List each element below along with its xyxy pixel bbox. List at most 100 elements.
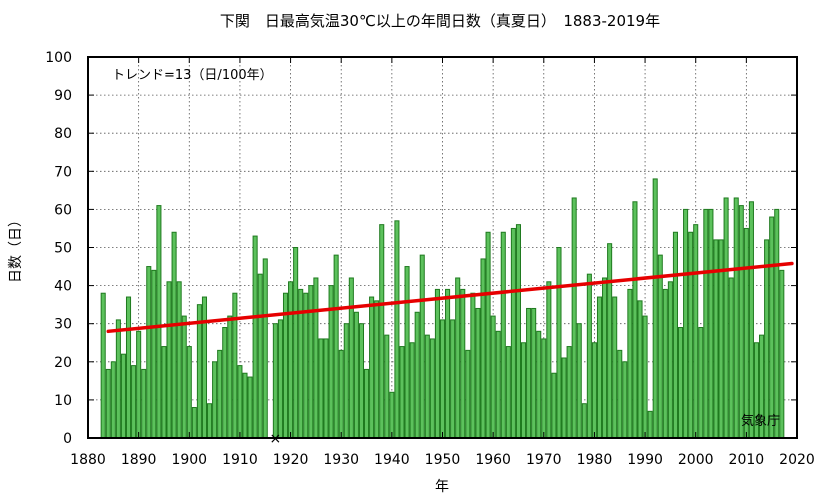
bar xyxy=(586,273,592,439)
x-tick-label: 1880 xyxy=(70,452,106,468)
bar xyxy=(161,346,167,439)
bar xyxy=(358,323,365,439)
bar xyxy=(318,338,324,439)
bar xyxy=(237,365,243,439)
bar xyxy=(136,330,142,439)
y-tick-label: 40 xyxy=(54,279,72,295)
bar xyxy=(607,243,613,439)
bar xyxy=(364,368,370,439)
missing-data-marker: × xyxy=(270,431,282,447)
bar xyxy=(414,311,420,439)
bar xyxy=(450,319,456,439)
bar xyxy=(120,353,126,439)
bar xyxy=(262,258,268,439)
bar xyxy=(404,266,410,439)
bar xyxy=(288,281,294,439)
bar xyxy=(166,281,172,439)
bar xyxy=(105,368,111,439)
bar xyxy=(774,208,780,439)
bar xyxy=(733,197,739,439)
x-tick-label: 2000 xyxy=(678,452,714,468)
bar xyxy=(151,269,157,439)
bar xyxy=(617,349,623,439)
bar xyxy=(667,281,673,439)
bar xyxy=(257,273,263,439)
y-tick-label: 20 xyxy=(54,355,72,371)
bar xyxy=(293,247,299,439)
y-tick-label: 50 xyxy=(54,241,72,257)
bar xyxy=(399,346,405,439)
bar xyxy=(384,334,390,439)
bar xyxy=(176,281,182,439)
bar xyxy=(612,296,618,439)
bar xyxy=(110,361,116,439)
bar xyxy=(683,208,689,439)
bar xyxy=(272,323,278,439)
x-tick-label: 1950 xyxy=(425,452,461,468)
bar xyxy=(541,338,547,439)
bar xyxy=(596,296,603,439)
bar xyxy=(333,254,339,439)
bar xyxy=(313,277,319,439)
bar xyxy=(688,231,694,439)
bar xyxy=(201,296,208,439)
x-tick-label: 1990 xyxy=(627,452,663,468)
y-tick-label: 100 xyxy=(45,50,72,66)
bar xyxy=(743,227,749,439)
y-tick-label: 70 xyxy=(54,164,72,180)
bar xyxy=(723,197,729,439)
bar xyxy=(465,349,471,439)
bar xyxy=(490,315,496,439)
bar xyxy=(642,315,648,439)
bar xyxy=(308,285,314,439)
bar xyxy=(115,319,121,439)
bar xyxy=(217,349,223,439)
bar xyxy=(227,315,233,439)
bar xyxy=(303,292,309,439)
bar xyxy=(627,288,633,439)
bar xyxy=(657,254,663,439)
axis-ticks xyxy=(87,56,798,439)
bar xyxy=(374,300,380,439)
x-tick-label: 1980 xyxy=(577,452,613,468)
bar xyxy=(531,307,537,439)
x-tick-label: 1930 xyxy=(323,452,359,468)
x-tick-label: 1910 xyxy=(222,452,258,468)
bar xyxy=(232,292,238,439)
bar xyxy=(526,307,532,439)
bar xyxy=(485,231,491,439)
bars xyxy=(100,178,785,439)
bar xyxy=(323,338,329,439)
bar xyxy=(748,201,754,439)
x-tick-label: 1900 xyxy=(171,452,207,468)
trend-line xyxy=(106,261,794,334)
bar xyxy=(500,231,506,439)
bar xyxy=(693,224,699,439)
bar xyxy=(191,407,197,439)
bar xyxy=(439,319,446,439)
bar xyxy=(409,342,415,439)
bar xyxy=(100,292,106,439)
x-tick-label: 1920 xyxy=(273,452,309,468)
bar xyxy=(480,258,486,439)
bar xyxy=(738,205,744,439)
bar xyxy=(455,277,461,439)
bar xyxy=(369,296,375,439)
bar xyxy=(212,361,218,439)
bar xyxy=(475,307,481,439)
bar xyxy=(131,365,137,439)
bar xyxy=(602,277,608,439)
bar xyxy=(247,376,253,439)
bar xyxy=(125,296,132,439)
bar xyxy=(703,208,709,439)
bar xyxy=(470,292,476,439)
bar xyxy=(353,311,359,439)
bar xyxy=(551,372,557,439)
bar xyxy=(394,220,400,439)
bar xyxy=(556,247,562,439)
x-axis-label: 年 xyxy=(435,479,449,495)
bar xyxy=(277,319,283,439)
bar xyxy=(622,361,628,439)
y-tick-label: 80 xyxy=(54,126,72,142)
y-tick-labels: 0 10 20 30 40 50 60 70 80 90 100 xyxy=(45,50,72,447)
